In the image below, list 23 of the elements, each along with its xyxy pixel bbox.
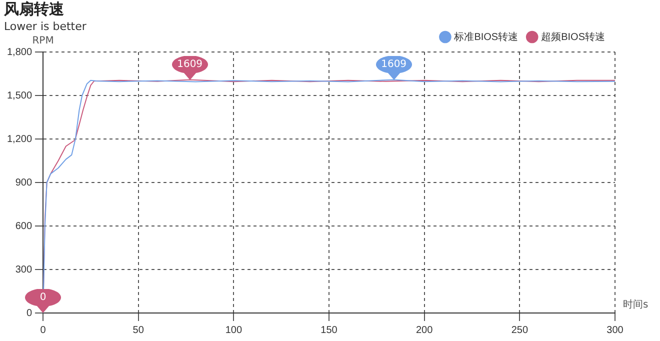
y-tick-label: 900 [15,177,32,188]
chart-subtitle: Lower is better [4,20,86,33]
y-tick-label: 1,200 [6,134,32,145]
x-tick-label: 150 [320,324,338,336]
x-tick-label: 200 [416,324,434,336]
y-axis-title: RPM [32,36,54,47]
x-tick-label: 50 [132,324,144,336]
y-tick-label: 1,800 [6,46,32,58]
chart-title: 风扇转速 [4,0,64,19]
x-tick-label: 0 [40,324,46,336]
y-tick-label: 0 [26,308,32,319]
legend-label: 标准BIOS转速 [453,30,518,43]
x-tick-label: 100 [225,324,242,336]
x-tick-label: 250 [511,324,528,336]
annotation: 0 [38,291,48,305]
y-tick-label: 1,500 [6,90,32,102]
legend-label: 超频BIOS转速 [541,30,606,43]
annotation: 1609 [380,58,408,72]
y-tick-label: 300 [15,264,32,276]
y-tick-label: 600 [15,220,32,232]
x-axis-title: 时间s [623,298,648,311]
x-tick-label: 300 [606,324,624,336]
annotation: 1609 [176,58,204,72]
